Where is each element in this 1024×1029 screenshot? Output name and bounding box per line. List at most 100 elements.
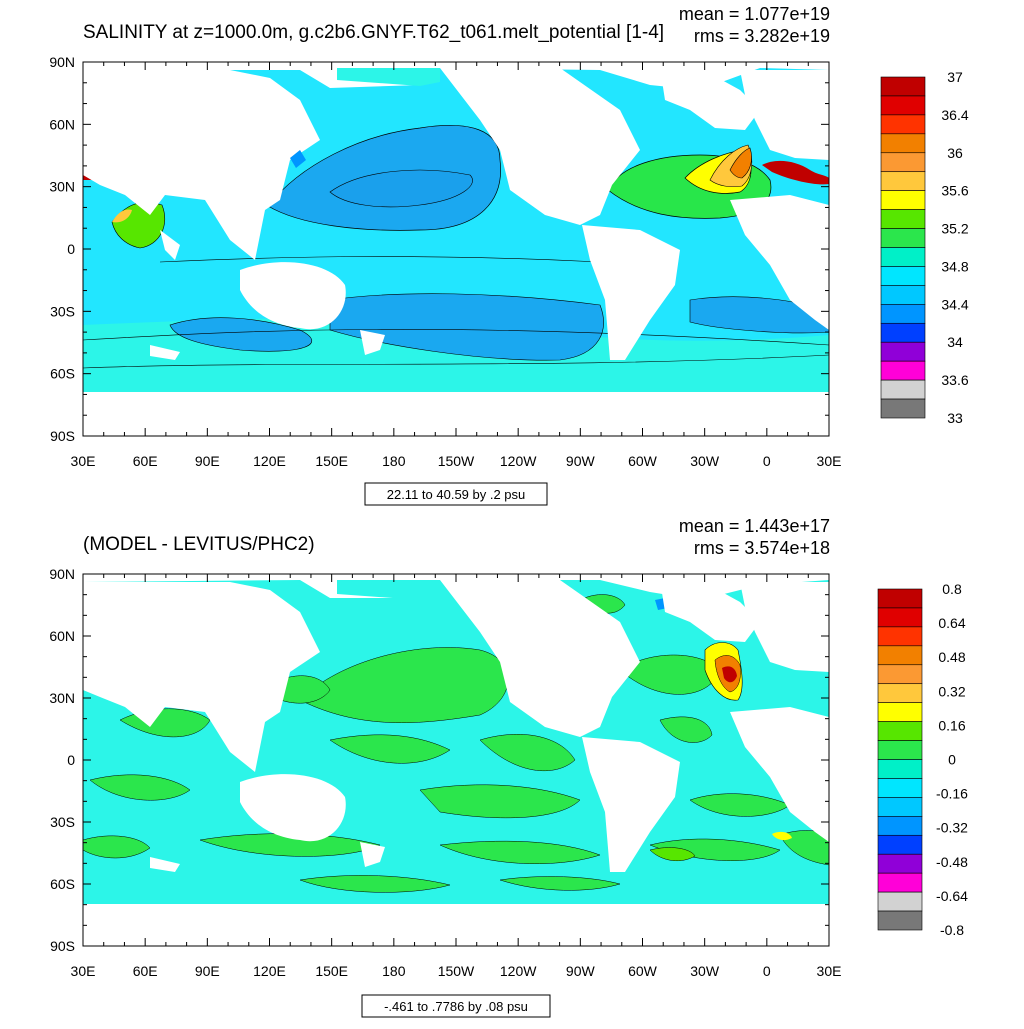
colorbar-swatch bbox=[880, 95, 926, 116]
x-tick-label: 30E bbox=[817, 453, 842, 469]
y-tick-label: 90S bbox=[50, 938, 75, 954]
colorbar-label: 34 bbox=[947, 334, 963, 350]
colorbar-label: 0.32 bbox=[938, 683, 965, 699]
colorbar-label: 0.48 bbox=[938, 649, 965, 665]
colorbar-swatch bbox=[880, 228, 926, 248]
x-tick-label: 30W bbox=[690, 963, 720, 979]
colorbar-swatch bbox=[877, 607, 923, 628]
colorbar-swatch bbox=[877, 797, 923, 817]
colorbar-swatch bbox=[877, 588, 923, 609]
med-outflow-anomaly-peak bbox=[722, 666, 737, 683]
colorbar-label: 33 bbox=[947, 410, 963, 426]
x-tick-label: 30E bbox=[71, 453, 96, 469]
north-pacific-core bbox=[329, 169, 473, 208]
x-tick-label: 90E bbox=[195, 963, 220, 979]
y-tick-label: 30N bbox=[49, 179, 75, 195]
colorbar-swatch bbox=[877, 683, 923, 703]
japan-sea bbox=[290, 150, 306, 168]
colorbar-swatch bbox=[880, 209, 926, 229]
mediterranean-outflow-core bbox=[729, 147, 752, 179]
y-tick-label: 60S bbox=[50, 366, 75, 382]
y-tick-label: 60N bbox=[49, 628, 75, 644]
salinity-panel: SALINITY at z=1000.0m, g.c2b6.GNYF.T62_t… bbox=[49, 4, 969, 506]
colorbar-swatch bbox=[880, 304, 926, 324]
colorbar-label: 35.2 bbox=[941, 221, 968, 237]
y-tick-label: 30S bbox=[50, 303, 75, 319]
colorbar-swatch bbox=[880, 266, 926, 286]
contour-equatorial bbox=[159, 256, 601, 263]
y-tick-label: 30S bbox=[50, 814, 75, 830]
colorbar-label: 34.8 bbox=[941, 258, 968, 274]
colorbar-label: -0.48 bbox=[936, 854, 968, 870]
colorbar-swatch bbox=[877, 645, 923, 666]
x-tick-label: 150E bbox=[315, 963, 348, 979]
x-tick-label: 120E bbox=[253, 963, 286, 979]
colorbar-swatch bbox=[880, 379, 926, 400]
y-tick-label: 0 bbox=[67, 241, 75, 257]
x-tick-label: 60E bbox=[133, 963, 158, 979]
x-tick-label: 0 bbox=[763, 453, 771, 469]
arctic-patch bbox=[337, 580, 440, 600]
south-atlantic-low-salinity bbox=[689, 296, 829, 334]
colorbar-label: 36.4 bbox=[941, 107, 968, 123]
y-tick-label: 60N bbox=[49, 116, 75, 132]
colorbar-swatch bbox=[880, 190, 926, 210]
colorbar-swatch bbox=[880, 133, 926, 154]
south-pacific-low-salinity bbox=[329, 293, 604, 361]
colorbar-label: 37 bbox=[947, 69, 963, 85]
colorbar-swatch bbox=[880, 171, 926, 191]
contour-subantarctic bbox=[83, 329, 829, 346]
map-field bbox=[83, 574, 829, 946]
colorbar-swatch bbox=[877, 759, 923, 779]
colorbar-label: 36 bbox=[947, 145, 963, 161]
x-tick-label: 90W bbox=[566, 963, 596, 979]
colorbar-swatch bbox=[880, 341, 926, 362]
colorbar-label: 0 bbox=[948, 752, 956, 768]
x-tick-label: 60E bbox=[133, 453, 158, 469]
colorbar-swatch bbox=[877, 872, 923, 893]
colorbar-label: 33.6 bbox=[941, 372, 968, 388]
contour-info-label: 22.11 to 40.59 by .2 psu bbox=[387, 487, 526, 502]
rms-label: rms = 3.282e+19 bbox=[694, 26, 830, 46]
x-tick-label: 30W bbox=[690, 453, 720, 469]
colorbar-swatch bbox=[880, 152, 926, 173]
colorbar-swatch bbox=[877, 721, 923, 741]
x-tick-label: 120E bbox=[253, 453, 286, 469]
colorbar-swatch bbox=[880, 322, 926, 343]
y-tick-label: 0 bbox=[67, 752, 75, 768]
y-tick-label: 30N bbox=[49, 690, 75, 706]
falklands-anomaly bbox=[649, 847, 696, 862]
colorbar-swatch bbox=[880, 247, 926, 267]
x-tick-label: 150E bbox=[315, 453, 348, 469]
colorbar-swatch bbox=[880, 76, 926, 97]
colorbar-swatch bbox=[877, 834, 923, 855]
colorbar-swatch bbox=[877, 853, 923, 874]
colorbar-swatch bbox=[877, 740, 923, 760]
agulhas-anomaly bbox=[772, 831, 792, 841]
y-tick-label: 60S bbox=[50, 876, 75, 892]
x-tick-label: 30E bbox=[71, 963, 96, 979]
colorbar-swatch bbox=[877, 816, 923, 836]
colorbar: 37 36.4 36 35.6 35.2 34.8 34.4 34 33.6 33 bbox=[880, 69, 969, 426]
colorbar: 0.8 0.64 0.48 0.32 0.16 0 -0.16 -0.32 -0.48 -0.64… bbox=[877, 581, 968, 938]
chart-title: SALINITY at z=1000.0m, g.c2b6.GNYF.T62_t… bbox=[83, 22, 664, 43]
y-tick-label: 90S bbox=[50, 428, 75, 444]
arctic-patch bbox=[337, 68, 440, 86]
x-tick-label: 60W bbox=[628, 963, 658, 979]
mean-label: mean = 1.443e+17 bbox=[679, 516, 830, 536]
colorbar-swatch bbox=[877, 626, 923, 647]
mediterranean-sea bbox=[762, 160, 829, 185]
x-tick-label: 150W bbox=[438, 963, 475, 979]
x-tick-label: 120W bbox=[500, 453, 537, 469]
map-field bbox=[83, 62, 829, 436]
colorbar-swatch bbox=[877, 702, 923, 722]
contour-info-box bbox=[364, 482, 548, 506]
contour-antarctic bbox=[83, 354, 829, 369]
x-tick-label: 30E bbox=[817, 963, 842, 979]
y-tick-label: 90N bbox=[49, 566, 75, 582]
colorbar-label: 35.6 bbox=[941, 183, 968, 199]
axis-ticks: 30E 60E 90E 120E 150E 180 150W 120W 90W 60W 30W 0 30… bbox=[49, 54, 841, 469]
colorbar-label: 0.16 bbox=[938, 717, 965, 733]
difference-panel: (MODEL - LEVITUS/PHC2) mean = 1.443e+17 … bbox=[49, 516, 968, 1018]
